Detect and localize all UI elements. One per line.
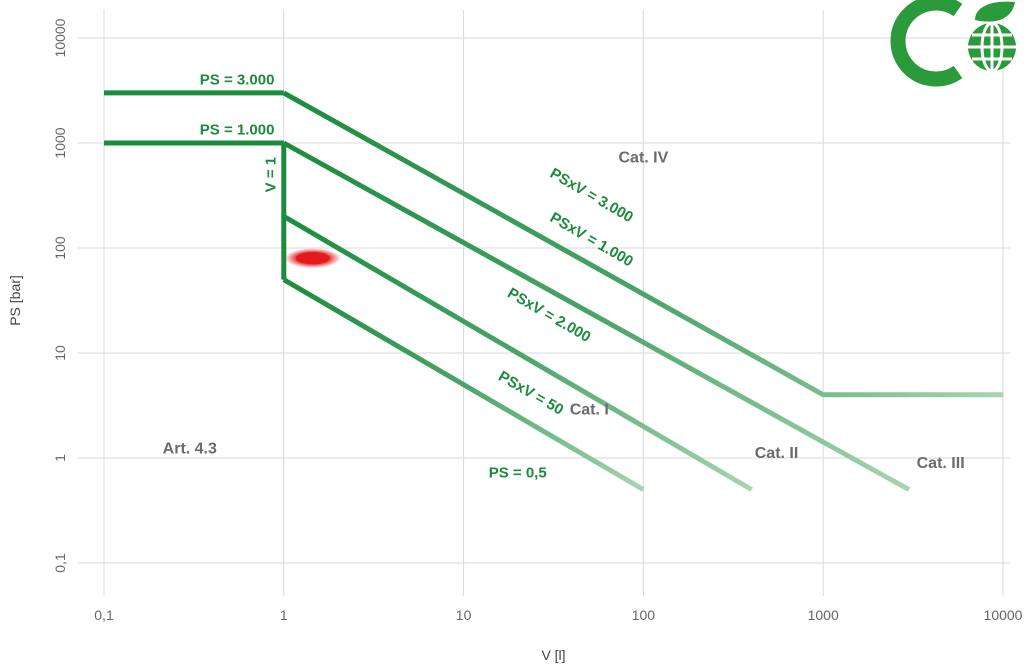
y-tick-label: 10 [52,345,68,361]
line-annotation: PS = 0,5 [489,465,547,482]
x-tick-label: 1 [280,607,288,623]
logo-leaf [975,1,1015,22]
grid: 0,1 1 10 100 1000 10000 0,1 1 10 100 1000 10000 [52,10,1023,623]
region-label: Cat. IV [619,150,669,167]
series-line-psxv-3-000 [282,90,1003,398]
y-axis-label: PS [bar] [7,275,23,326]
logo-c-letter [890,0,963,87]
x-tick-label: 10 [456,607,472,623]
line-annotation: PS = 3.000 [200,72,275,89]
region-label: Cat. III [917,455,965,472]
series-line-psxv-2-000 [282,214,753,492]
y-tick-label: 1000 [52,127,68,158]
series-line-psxv-50 [282,277,645,492]
x-tick-label: 0,1 [94,607,114,623]
series-line-psxv-1-000 [282,140,911,492]
marker [284,248,341,269]
region-label: Cat. II [755,445,799,462]
line-annotation: PSxV = 2.000 [504,285,593,346]
series-lines [104,90,1003,493]
y-tick-label: 100 [52,236,68,260]
operating-point-core [295,252,330,265]
x-tick-label: 10000 [984,607,1023,623]
y-tick-label: 1 [52,454,68,462]
region-label: Cat. I [570,401,609,418]
y-tick-label: 10000 [52,18,68,57]
line-annotation: V = 1 [263,157,280,192]
y-tick-label: 0,1 [52,553,68,573]
region-label: Art. 4.3 [163,441,217,458]
x-axis-label: V [l] [541,647,565,663]
line-annotation: PS = 1.000 [200,122,275,139]
x-tick-label: 1000 [808,607,839,623]
co-globe-leaf-logo [890,0,1016,87]
x-tick-label: 100 [632,607,656,623]
